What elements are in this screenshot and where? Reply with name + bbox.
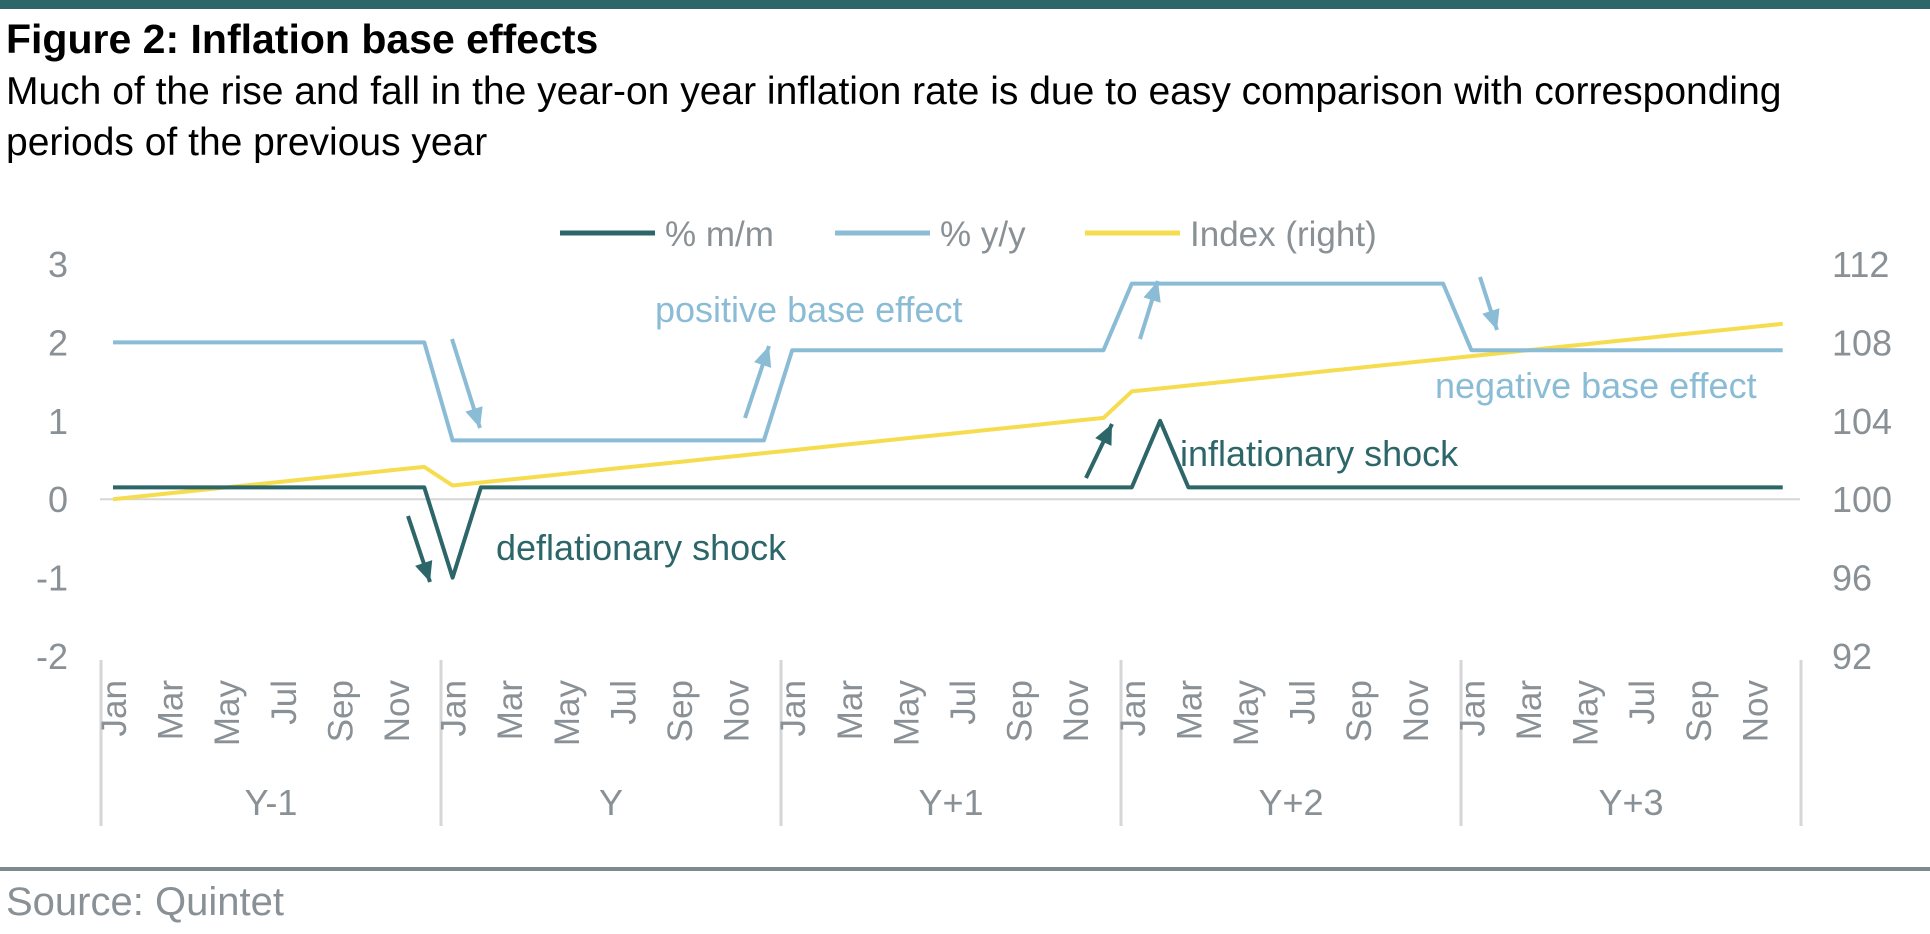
annotation-inflationary-shock: inflationary shock <box>1180 433 1459 474</box>
yy-series-line <box>113 281 1783 443</box>
right-axis-tick-label: 108 <box>1832 322 1892 363</box>
month-tick-label: Nov <box>1736 680 1775 743</box>
arrow-deflationary-head <box>415 560 433 582</box>
year-group-label: Y+1 <box>918 782 983 823</box>
arrow-yy-drop-head <box>465 406 483 428</box>
right-axis-tick-label: 100 <box>1832 479 1892 520</box>
annotation-positive-base-effect: positive base effect <box>655 289 963 330</box>
arrow-yy-rise-head <box>1143 281 1161 303</box>
right-axis-tick-label: 104 <box>1832 401 1892 442</box>
year-group-label: Y-1 <box>245 782 298 823</box>
month-tick-label: May <box>887 680 926 747</box>
left-axis-tick-label: -1 <box>36 558 68 599</box>
year-group-label: Y <box>599 782 623 823</box>
month-tick-label: Mar <box>491 680 530 741</box>
left-axis-tick-label: 0 <box>48 479 68 520</box>
month-tick-label: Jan <box>774 680 813 736</box>
month-tick-label: Jul <box>944 680 983 725</box>
figure-title: Figure 2: Inflation base effects <box>6 16 599 62</box>
month-tick-label: May <box>1567 680 1606 747</box>
top-rule <box>0 0 1930 9</box>
arrow-inflationary-head <box>1095 424 1112 446</box>
month-tick-label: Sep <box>1680 680 1719 742</box>
month-tick-label: May <box>1227 680 1266 747</box>
figure-subtitle: Much of the rise and fall in the year-on… <box>6 70 1782 164</box>
legend-mm-label: % m/m <box>665 215 774 254</box>
right-axis-tick-label: 92 <box>1832 636 1872 677</box>
month-tick-label: Nov <box>378 680 417 743</box>
right-axis-tick-label: 96 <box>1832 558 1872 599</box>
month-tick-label: Sep <box>321 680 360 742</box>
mm-series-line <box>113 418 1783 580</box>
month-tick-label: Jul <box>265 680 304 725</box>
month-tick-label: Jan <box>1453 680 1492 736</box>
legend-index-label: Index (right) <box>1190 215 1377 254</box>
month-tick-label: Jan <box>435 680 474 736</box>
month-tick-label: Jul <box>1623 680 1662 725</box>
month-tick-label: Nov <box>718 680 757 743</box>
month-tick-label: Sep <box>1340 680 1379 742</box>
inflation-chart: 3 2 1 0 -1 -2 112 108 104 100 96 92 Jan Mar May Jul Sep N… <box>36 215 1892 826</box>
annotation-negative-base-effect: negative base effect <box>1435 365 1757 406</box>
month-tick-label: Sep <box>1001 680 1040 742</box>
month-tick-label: May <box>548 680 587 747</box>
arrow-negative-base-head <box>1482 308 1500 330</box>
right-axis-tick-label: 112 <box>1832 244 1889 285</box>
year-group-label: Y+3 <box>1598 782 1663 823</box>
month-tick-label: Nov <box>1057 680 1096 743</box>
arrow-positive-base-head <box>754 346 772 368</box>
index-series-line <box>112 321 1783 502</box>
left-axis-tick-label: 1 <box>48 401 68 442</box>
left-axis-tick-label: -2 <box>36 636 68 677</box>
month-tick-label: Mar <box>152 680 191 741</box>
month-tick-label: Nov <box>1397 680 1436 743</box>
month-tick-label: Jan <box>95 680 134 736</box>
month-tick-label: Jan <box>1114 680 1153 736</box>
legend-yy-label: % y/y <box>940 215 1026 254</box>
year-group-label: Y+2 <box>1258 782 1323 823</box>
left-axis-tick-label: 2 <box>48 322 68 363</box>
month-tick-label: May <box>208 680 247 747</box>
month-tick-label: Mar <box>831 680 870 741</box>
month-tick-label: Mar <box>1170 680 1209 741</box>
month-tick-label: Sep <box>661 680 700 742</box>
bottom-rule <box>0 867 1930 871</box>
left-axis-tick-label: 3 <box>48 244 68 285</box>
month-tick-label: Mar <box>1510 680 1549 741</box>
source-note: Source: Quintet <box>6 880 284 924</box>
annotation-deflationary-shock: deflationary shock <box>496 527 787 568</box>
month-tick-label: Jul <box>604 680 643 725</box>
month-tick-label: Jul <box>1284 680 1323 725</box>
